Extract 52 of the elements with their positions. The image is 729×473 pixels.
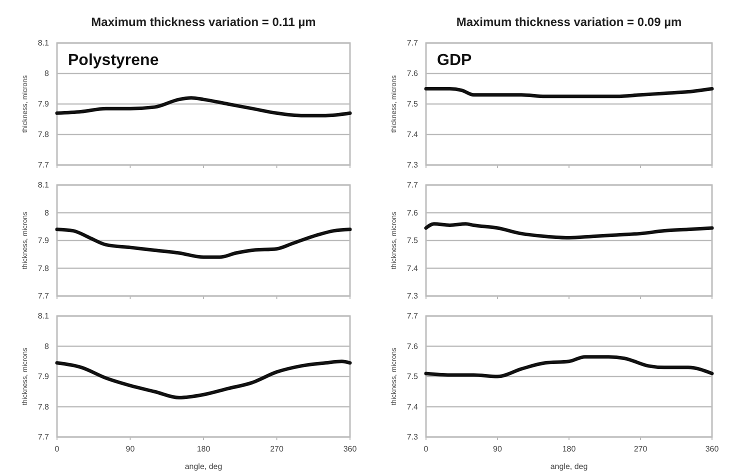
y-tick-label: 7.8 [38, 264, 50, 273]
y-tick-label: 7.9 [38, 236, 50, 246]
y-tick-label: 7.3 [406, 292, 419, 301]
annotation: Polystyrene [68, 52, 159, 69]
y-tick-label: 7.5 [406, 372, 419, 382]
y-tick-label: 7.5 [406, 100, 419, 109]
x-axis-title: angle, deg [550, 462, 588, 471]
y-tick-label: 7.8 [38, 402, 50, 412]
x-tick-label: 90 [126, 444, 136, 454]
y-tick-label: 7.3 [406, 432, 419, 442]
y-tick-label: 7.9 [38, 372, 50, 382]
x-tick-label: 180 [196, 444, 211, 454]
y-tick-label: 7.3 [406, 160, 419, 170]
y-tick-label: 8.1 [38, 180, 50, 190]
x-axis-title: angle, deg [184, 462, 222, 471]
y-tick-label: 8 [44, 342, 50, 351]
x-tick-label: 270 [634, 444, 648, 454]
y-tick-label: 7.7 [406, 180, 419, 190]
line-series [55, 360, 352, 400]
line-series [424, 87, 714, 98]
y-tick-label: 7.6 [406, 342, 419, 351]
x-tick-label: 0 [54, 444, 60, 454]
chart-title: Maximum thickness variation = 0.09 µm [456, 15, 682, 29]
y-tick-label: 7.7 [406, 38, 419, 48]
line-series [424, 355, 714, 378]
y-tick-label: 7.7 [38, 292, 50, 301]
y-tick-label: 7.7 [38, 160, 50, 170]
x-tick-label: 0 [424, 444, 429, 454]
y-tick-label: 8.1 [38, 38, 50, 48]
y-tick-label: 7.9 [38, 100, 50, 109]
y-tick-label: 7.7 [406, 312, 419, 321]
x-tick-label: 180 [562, 444, 576, 454]
annotation: GDP [437, 52, 472, 69]
y-tick-label: 7.4 [406, 130, 419, 140]
line-series [424, 222, 714, 240]
y-tick-label: 7.6 [406, 69, 419, 78]
x-tick-label: 270 [270, 444, 284, 454]
y-tick-label: 7.7 [38, 432, 50, 442]
y-tick-label: 7.6 [406, 208, 419, 218]
y-tick-label: 8.1 [38, 312, 50, 321]
y-tick-label: 7.4 [406, 402, 419, 412]
chart-title: Maximum thickness variation = 0.11 µm [91, 15, 316, 29]
x-tick-label: 360 [705, 444, 720, 454]
x-tick-label: 360 [343, 444, 358, 454]
y-tick-label: 7.4 [406, 264, 419, 273]
line-series [55, 96, 352, 118]
y-tick-label: 7.8 [38, 130, 50, 140]
y-tick-label: 8 [44, 208, 50, 218]
y-tick-label: 8 [44, 69, 50, 78]
y-tick-label: 7.5 [406, 236, 419, 246]
x-tick-label: 90 [493, 444, 502, 454]
line-series [55, 228, 352, 259]
